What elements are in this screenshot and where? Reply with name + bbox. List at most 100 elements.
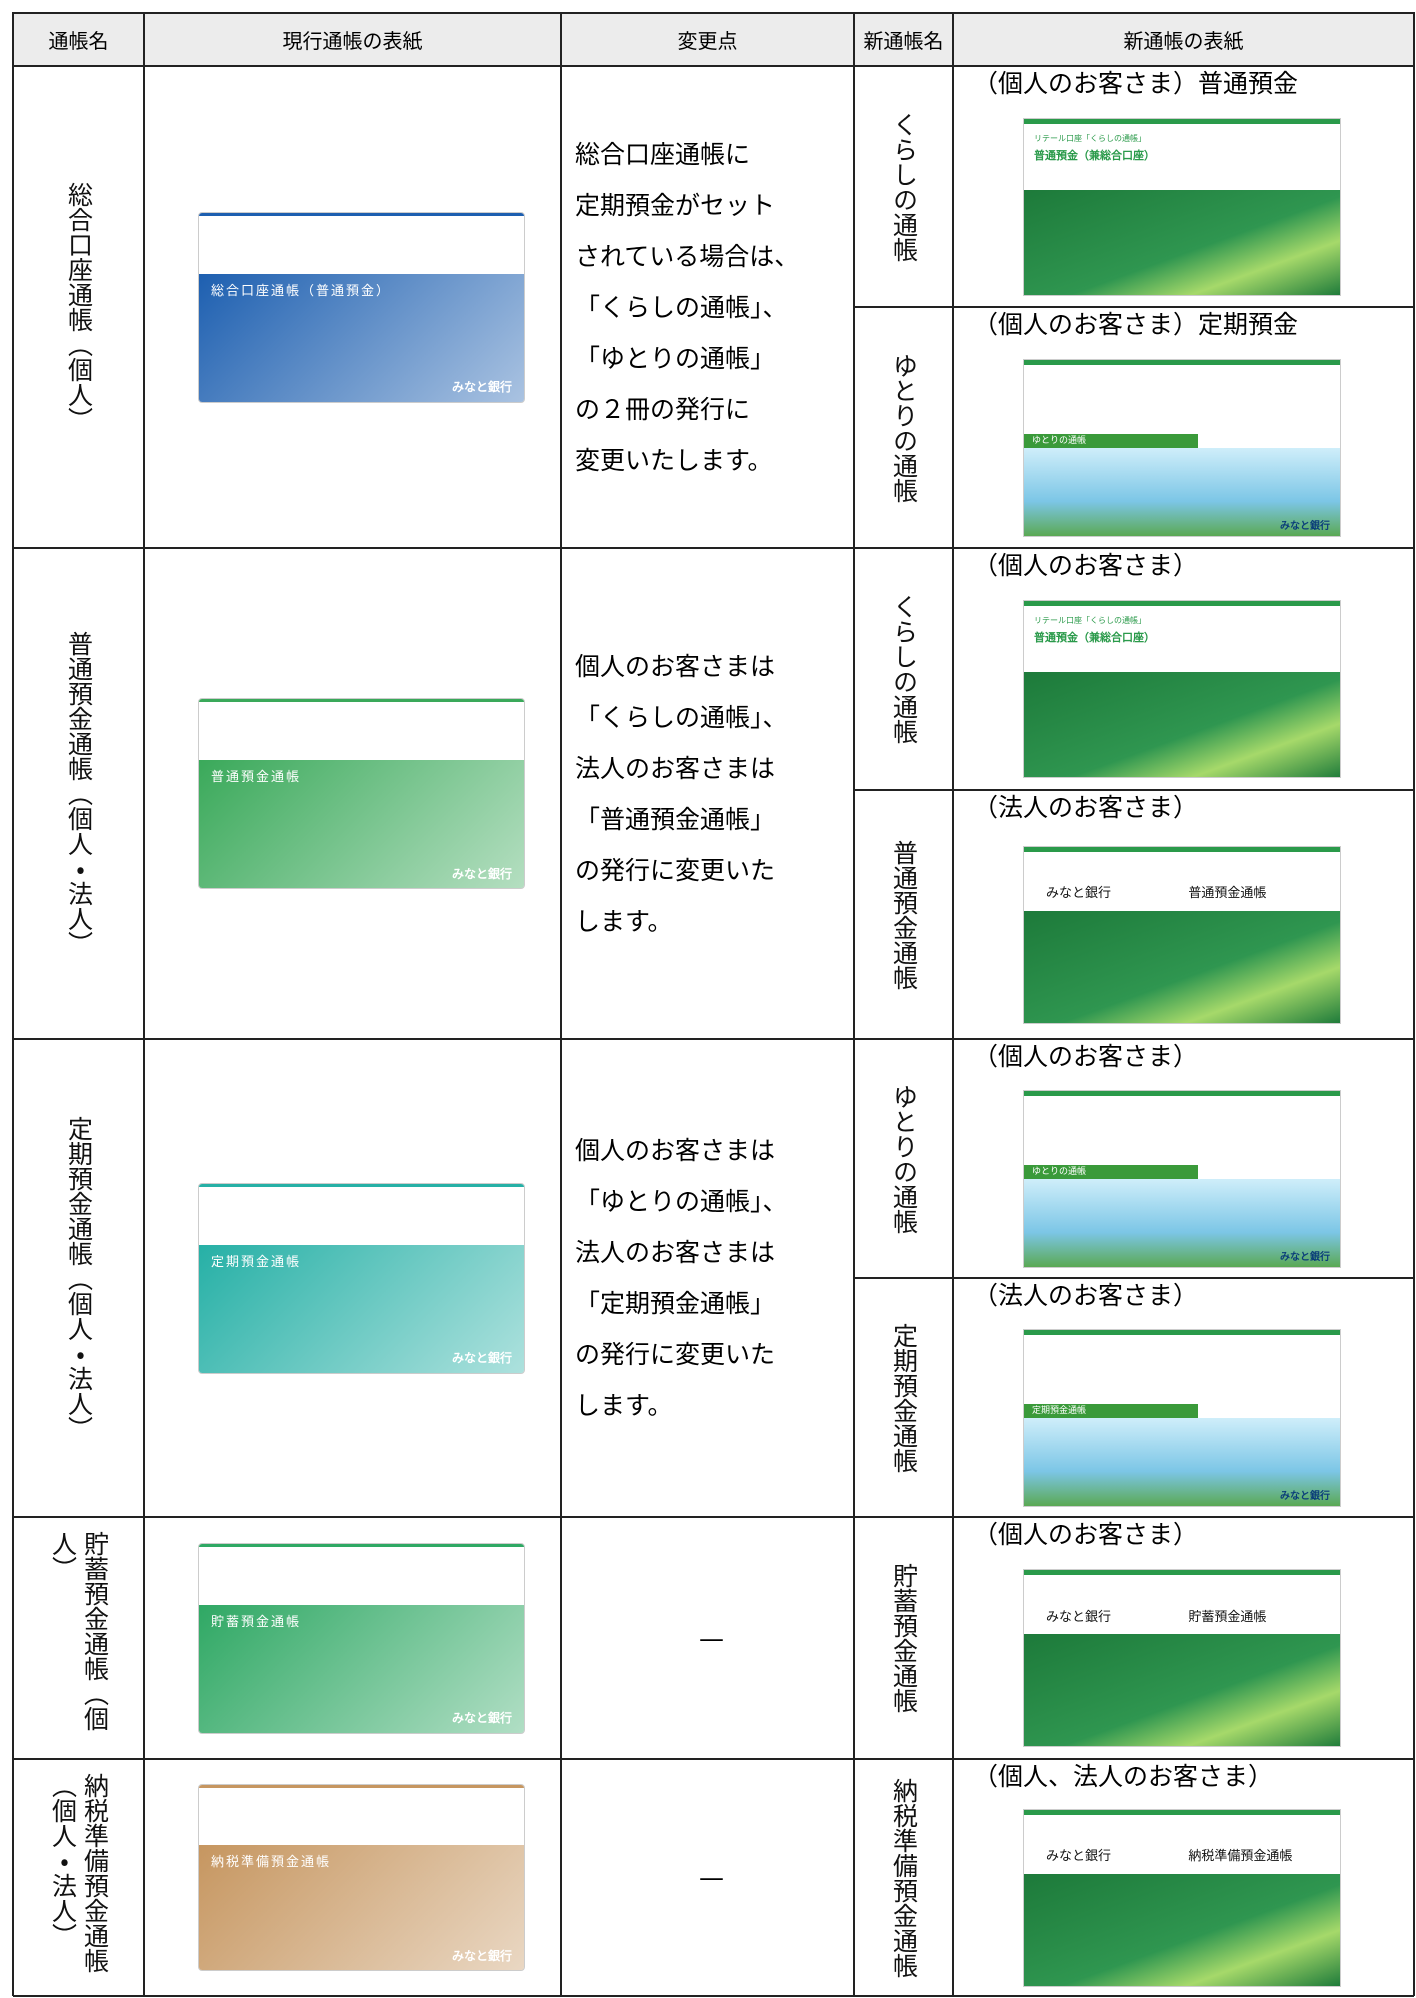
row-name: 貯蓄預金通帳（個人） [48,1531,110,1731]
cover-title: 普通預金通帳 [1188,886,1267,902]
cover-stripe [1024,1090,1340,1096]
change-text: の２冊の発行に [575,394,751,424]
cover-scene [1024,448,1340,536]
change-text: 「普通預金通帳」 [575,804,776,834]
new-caption: （個人のお客さま） [973,1520,1199,1549]
new-name: 納税準備預金通帳 [889,1777,919,1978]
change-text: の発行に変更いた [575,855,776,885]
new-cover: みなと銀行 納税準備預金通帳 [1023,1808,1341,1987]
row-line [13,1995,1414,1997]
new-caption: （個人のお客さま）普通預金 [973,69,1299,98]
cover-band [1024,189,1340,295]
cover-stripe [1024,118,1340,124]
new-cover: ゆとりの通帳みなと銀行 [1023,1089,1341,1268]
row-line [13,1516,1414,1518]
row-name: 定期預金通帳（個人・法人） [64,1115,94,1441]
change-text: 定期預金がセット [575,190,776,220]
sub-row-line [854,306,1414,308]
cover-band: 普通預金通帳みなと銀行 [199,760,524,888]
change-text: 個人のお客さまは [575,651,776,681]
cover-bank: みなと銀行 [451,1711,512,1726]
column-line [1413,12,1415,1996]
cover-stripe [1024,1329,1340,1335]
cover-title: 定期預金通帳 [1032,1406,1087,1417]
change-text: 「くらしの通帳」、 [575,702,788,732]
row-line [13,1758,1414,1760]
change-text: — [699,1623,724,1653]
new-name: ゆとりの通帳 [889,1083,919,1234]
cover-stripe [1024,601,1340,606]
cover-title: ゆとりの通帳 [1032,436,1087,447]
row-name: 納税準備預金通帳（個人・法人） [48,1773,110,1973]
cover-bank: みなと銀行 [1046,1849,1112,1865]
change-text: 変更いたします。 [575,445,773,475]
cover-title: 納税準備預金通帳 [211,1854,332,1870]
row-line [13,65,1414,67]
cover-bank: みなと銀行 [1280,1490,1330,1502]
change-text: 「定期預金通帳」 [575,1289,776,1318]
cover-bank: みなと銀行 [1280,1251,1330,1263]
cover-band [1024,1873,1340,1986]
column-line [853,12,855,1996]
current-cover: 総合口座通帳（普通預金） みなと銀行 [198,211,525,403]
new-cover: みなと銀行 貯蓄預金通帳 [1023,1569,1341,1747]
sub-row-line [854,789,1414,791]
change-text: 法人のお客さまは [575,1238,776,1267]
cover-stripe [199,212,524,216]
cover-bar [1024,1404,1198,1419]
cover-stripe [199,699,524,702]
column-line [952,12,954,1996]
new-cover: みなと銀行 普通預金通帳 [1023,845,1341,1024]
new-cover: リテール口座「くらしの通帳」 普通預金（兼総合口座） [1023,117,1341,296]
cover-title: 普通預金通帳 [211,770,302,786]
change-text: の発行に変更いた [575,1340,776,1369]
cover-stripe [1024,1809,1340,1815]
change-text: されている場合は、 [575,241,800,271]
row-name: 総合口座通帳（個人） [64,182,94,432]
header-cell: 新通帳の表紙 [1123,29,1244,53]
new-caption: （法人のお客さま） [973,793,1199,822]
row-line [13,12,1414,14]
cover-stripe [1024,1570,1340,1575]
cover-bank: みなと銀行 [451,866,512,881]
cover-title: 普通預金（兼総合口座） [1034,631,1155,644]
row-name: 普通預金通帳（個人・法人） [64,631,94,956]
new-cover: ゆとりの通帳 みなと銀行 [1023,358,1341,537]
cover-label: リテール口座「くらしの通帳」 [1034,133,1146,143]
cover-scene [1024,1418,1340,1506]
cover-bank: みなと銀行 [451,380,512,395]
cover-title: 貯蓄預金通帳 [211,1614,302,1630]
new-name: ゆとりの通帳 [889,352,919,503]
change-text: 「ゆとりの通帳」、 [575,1187,788,1216]
cover-title: 貯蓄預金通帳 [1188,1609,1267,1625]
new-name: 貯蓄預金通帳 [889,1563,919,1713]
cover-bank: みなと銀行 [451,1351,512,1366]
cover-label: リテール口座「くらしの通帳」 [1034,616,1146,625]
current-cover: 貯蓄預金通帳みなと銀行 [198,1542,525,1734]
new-caption: （個人のお客さま） [973,551,1199,580]
new-caption: （個人のお客さま） [973,1042,1199,1071]
new-caption: （個人のお客さま）定期預金 [973,310,1299,339]
cover-title: ゆとりの通帳 [1032,1167,1087,1178]
cover-title: 総合口座通帳（普通預金） [211,283,392,299]
cover-stripe [199,1785,524,1788]
change-text: — [699,1863,724,1892]
cover-band: 納税準備預金通帳 みなと銀行 [199,1844,524,1970]
change-text: 個人のお客さまは [575,1136,776,1165]
header-bg [13,13,1414,66]
new-name: くらしの通帳 [889,594,919,744]
row-line [13,547,1414,549]
new-name: 普通預金通帳 [889,839,919,990]
header-cell: 新通帳名 [863,29,944,53]
cover-band [1024,1634,1340,1746]
column-line [143,12,145,1996]
new-name: くらしの通帳 [889,111,919,262]
current-cover: 定期預金通帳 みなと銀行 [198,1182,525,1374]
sub-row-line [854,1277,1414,1279]
cover-bank: みなと銀行 [1046,1609,1112,1625]
cover-bar [1024,434,1198,449]
header-cell: 通帳名 [48,29,109,53]
row-line [13,1038,1414,1040]
new-name: 定期預金通帳 [889,1322,919,1473]
cover-band [1024,910,1340,1023]
